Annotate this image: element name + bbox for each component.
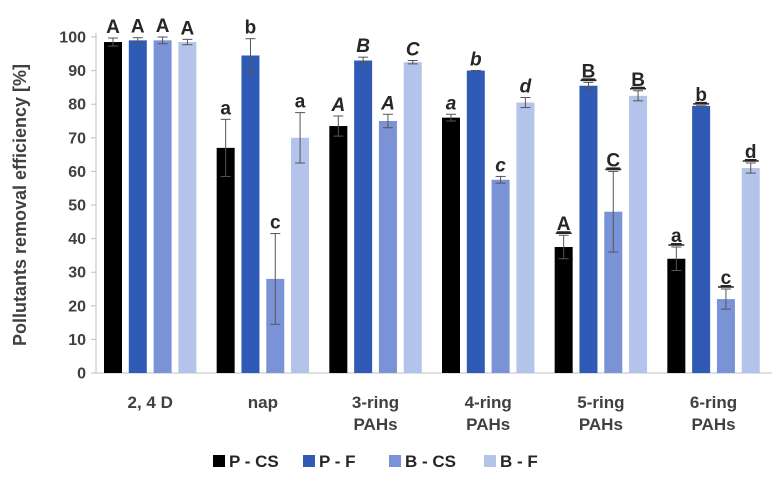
significance-label: a bbox=[446, 93, 457, 114]
bar bbox=[403, 62, 422, 373]
significance-label: b bbox=[245, 18, 257, 39]
y-tick-label: 30 bbox=[68, 265, 86, 282]
x-tick-label-line: 3-ring bbox=[352, 393, 399, 412]
y-tick-label: 20 bbox=[68, 298, 86, 315]
bar bbox=[554, 247, 573, 373]
legend-swatch bbox=[213, 455, 225, 467]
bar bbox=[741, 168, 760, 373]
bar bbox=[667, 258, 686, 373]
significance-label: A bbox=[181, 18, 195, 39]
y-tick-label: 70 bbox=[68, 130, 86, 147]
legend-label: P - CS bbox=[229, 452, 279, 471]
legend: P - CS P - F B - CS B - F bbox=[213, 452, 538, 471]
x-tick-label: 6-ring PAHs bbox=[690, 393, 737, 434]
significance-label: a bbox=[295, 92, 306, 113]
y-axis-title: Pollutants removal efficiency [%] bbox=[10, 64, 30, 346]
significance-label: C bbox=[606, 150, 620, 171]
bar bbox=[579, 85, 598, 373]
bar bbox=[178, 42, 197, 373]
x-tick-label-line: 5-ring bbox=[577, 393, 624, 412]
legend-label: B - F bbox=[500, 452, 538, 471]
significance-label: C bbox=[406, 40, 420, 61]
bar bbox=[516, 102, 535, 374]
legend-swatch bbox=[389, 455, 401, 467]
significance-label: A bbox=[106, 17, 120, 38]
x-tick-label: 2, 4 D bbox=[128, 393, 173, 412]
y-axis-title-group: Pollutants removal efficiency [%] bbox=[10, 64, 30, 346]
significance-label: b bbox=[470, 50, 482, 71]
bar bbox=[466, 70, 485, 373]
x-tick-label: 5-ring PAHs bbox=[577, 393, 624, 434]
legend-label: B - CS bbox=[405, 452, 456, 471]
significance-label: B bbox=[631, 70, 645, 91]
significance-label: B bbox=[582, 61, 596, 82]
x-tick-label-line: PAHs bbox=[466, 415, 510, 434]
y-tick-label: 100 bbox=[59, 30, 86, 47]
bar bbox=[104, 42, 122, 373]
legend-swatch bbox=[484, 455, 496, 467]
bar bbox=[442, 117, 460, 373]
significance-label: d bbox=[520, 76, 532, 97]
y-tick-label: 80 bbox=[68, 97, 86, 114]
bar bbox=[354, 60, 373, 374]
bar bbox=[378, 121, 397, 373]
significance-label: A bbox=[131, 17, 145, 38]
y-tick-label: 0 bbox=[77, 366, 86, 383]
bar bbox=[291, 137, 310, 373]
bar bbox=[128, 40, 147, 374]
bar bbox=[329, 126, 348, 373]
legend-label: P - F bbox=[319, 452, 356, 471]
bar bbox=[491, 179, 510, 373]
significance-label: c bbox=[495, 155, 506, 176]
significance-label: a bbox=[671, 226, 682, 247]
bar bbox=[216, 147, 235, 373]
x-tick-label: 3-ring PAHs bbox=[352, 393, 399, 434]
x-tick-label: nap bbox=[248, 393, 278, 412]
y-tick-label: 10 bbox=[68, 332, 86, 349]
error-bars bbox=[108, 36, 756, 325]
bar bbox=[241, 55, 260, 373]
bar bbox=[692, 105, 711, 373]
significance-label: d bbox=[745, 142, 757, 163]
bar bbox=[153, 40, 172, 374]
significance-label: A bbox=[330, 95, 345, 116]
y-tick-label: 50 bbox=[68, 198, 86, 215]
legend-swatch bbox=[303, 455, 315, 467]
x-tick-label-line: 4-ring bbox=[465, 393, 512, 412]
x-tick-label-line: 6-ring bbox=[690, 393, 737, 412]
significance-label: a bbox=[220, 98, 231, 119]
significance-label: A bbox=[156, 16, 170, 37]
bar bbox=[716, 299, 735, 373]
x-tick-label-line: PAHs bbox=[353, 415, 397, 434]
x-tick-label-line: 2, 4 D bbox=[128, 393, 173, 412]
bar bbox=[629, 95, 648, 374]
significance-label: c bbox=[270, 213, 281, 234]
significance-label: A bbox=[380, 93, 395, 114]
significance-label: B bbox=[356, 36, 370, 57]
x-tick-label: 4-ring PAHs bbox=[465, 393, 512, 434]
bars bbox=[104, 40, 760, 374]
significance-label: b bbox=[695, 85, 707, 106]
x-tick-label-line: PAHs bbox=[691, 415, 735, 434]
y-tick-label: 90 bbox=[68, 63, 86, 80]
y-tick-label: 40 bbox=[68, 231, 86, 248]
x-tick-label-line: nap bbox=[248, 393, 278, 412]
y-axis: 0 10 20 30 40 50 60 70 80 90 100 bbox=[59, 30, 97, 383]
significance-label: A bbox=[557, 214, 571, 235]
y-tick-label: 60 bbox=[68, 164, 86, 181]
x-tick-label-line: PAHs bbox=[579, 415, 623, 434]
bar bbox=[266, 278, 285, 373]
significance-label: c bbox=[721, 268, 732, 289]
